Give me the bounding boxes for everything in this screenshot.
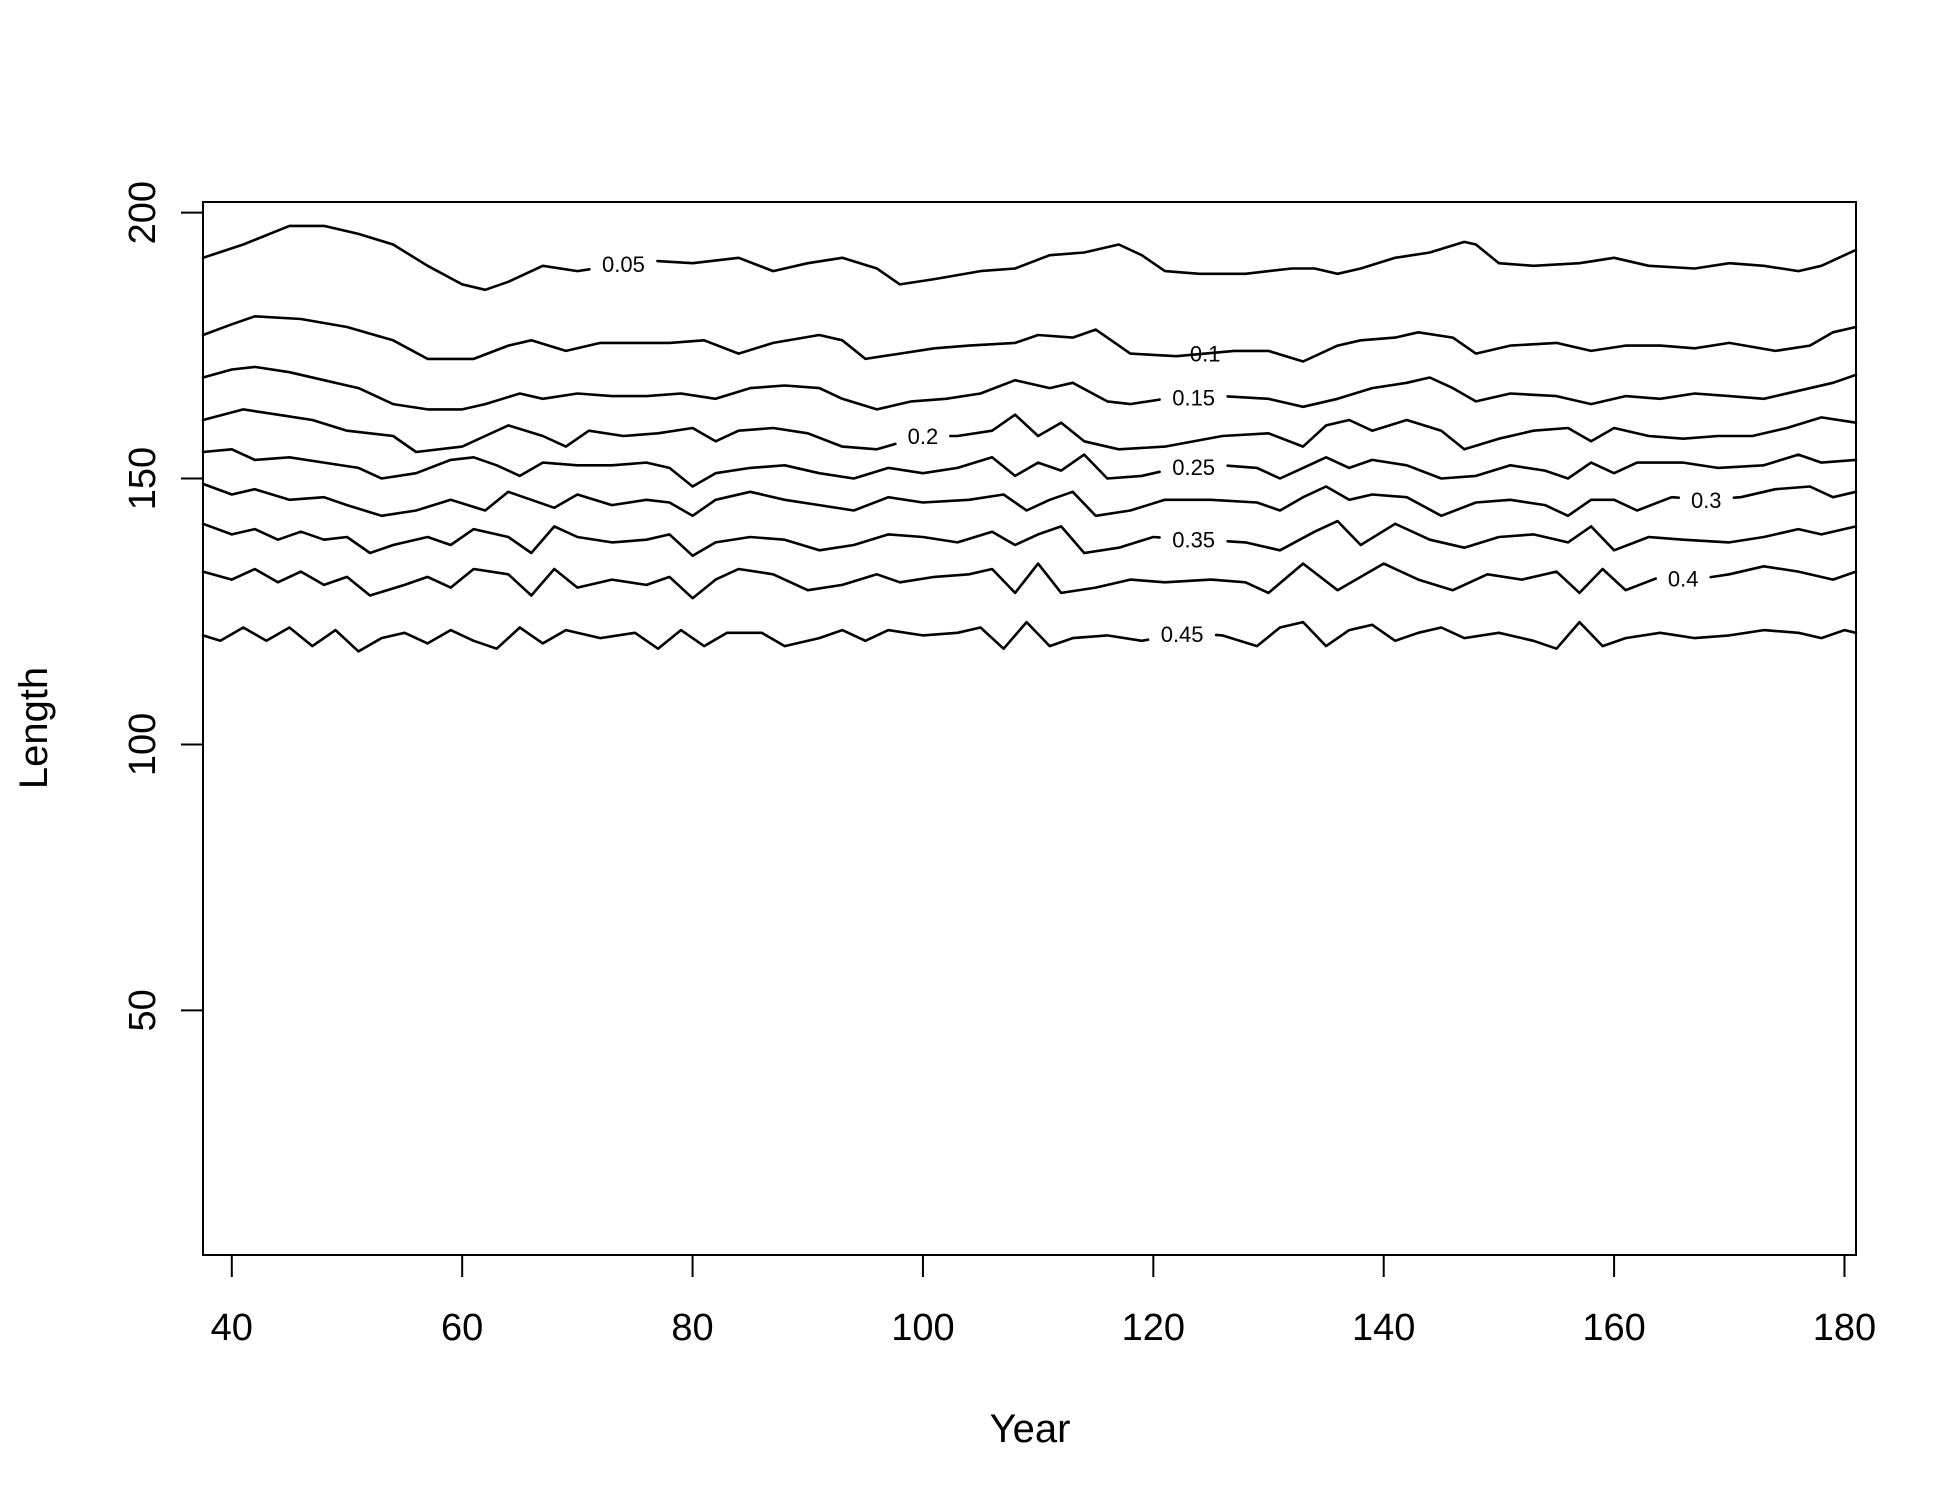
- plot-frame: [202, 201, 1857, 1256]
- x-tick-label-40: 40: [211, 1307, 253, 1349]
- y-tick-label-150: 150: [122, 447, 164, 510]
- y-tick-label-50: 50: [122, 989, 164, 1031]
- y-axis-title: Length: [12, 667, 56, 789]
- contour-line-0.25-segment-1: [1226, 453, 1858, 480]
- contour-lines: 0.05 0.1 0.15 0.2 0.25 0.3 0.35 0.4 0.45: [201, 224, 1858, 653]
- contour-line-0.4-segment-1: [1709, 565, 1858, 581]
- x-axis: 40 60 80 100 120 140 160 180: [211, 1255, 1876, 1349]
- contour-line-0.4-segment-0: [201, 562, 1657, 600]
- x-tick-label-140: 140: [1352, 1307, 1415, 1349]
- x-tick-label-80: 80: [671, 1307, 713, 1349]
- y-tick-label-100: 100: [122, 713, 164, 776]
- contour-line-0.2-segment-1: [949, 413, 1858, 451]
- contour-line-0.05-segment-0: [201, 224, 591, 292]
- contour-line-0.35-segment-1: [1226, 519, 1858, 552]
- x-tick-label-100: 100: [891, 1307, 954, 1349]
- contour-label-0.45: 0.45: [1161, 622, 1204, 647]
- contour-line-0.1-segment-0: [201, 315, 1858, 363]
- x-axis-title: Year: [990, 1407, 1071, 1451]
- contour-label-0.05: 0.05: [602, 252, 645, 277]
- contour-label-0.1: 0.1: [1190, 342, 1221, 367]
- contour-label-0.35: 0.35: [1172, 527, 1215, 552]
- y-tick-label-200: 200: [122, 181, 164, 244]
- contour-line-0.15-segment-1: [1226, 373, 1858, 409]
- contour-line-0.3-segment-0: [201, 482, 1681, 518]
- x-tick-label-120: 120: [1122, 1307, 1185, 1349]
- contour-line-0.05-segment-1: [656, 240, 1858, 286]
- contour-line-0.45-segment-1: [1214, 620, 1858, 650]
- contour-label-0.4: 0.4: [1668, 567, 1699, 592]
- contour-label-0.15: 0.15: [1172, 385, 1215, 410]
- contour-label-0.3: 0.3: [1691, 488, 1722, 513]
- y-axis: 50 100 150 200: [122, 181, 203, 1032]
- contour-line-0.2-segment-0: [201, 408, 897, 454]
- x-tick-label-180: 180: [1813, 1307, 1876, 1349]
- x-tick-label-60: 60: [441, 1307, 483, 1349]
- contour-line-0.45-segment-0: [201, 620, 1150, 653]
- contour-label-0.2: 0.2: [908, 424, 939, 449]
- contour-line-0.35-segment-0: [201, 522, 1161, 557]
- x-tick-label-160: 160: [1582, 1307, 1645, 1349]
- contour-line-0.15-segment-0: [201, 365, 1161, 411]
- contour-line-0.25-segment-0: [201, 448, 1161, 488]
- contour-line-0.3-segment-1: [1732, 485, 1858, 499]
- contour-label-0.25: 0.25: [1172, 455, 1215, 480]
